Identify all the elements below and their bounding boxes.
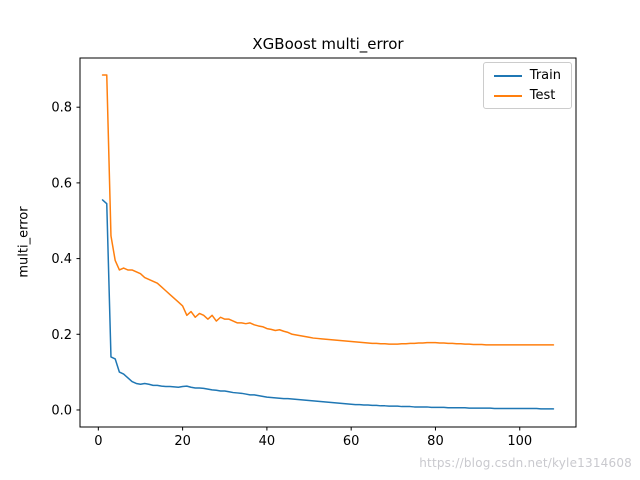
svg-text:0.8: 0.8 bbox=[51, 101, 72, 116]
svg-text:80: 80 bbox=[427, 434, 444, 449]
train-line-swatch-icon bbox=[493, 74, 522, 77]
legend-item-test: Test bbox=[493, 88, 561, 103]
legend: Train Test bbox=[482, 62, 572, 109]
svg-text:0: 0 bbox=[94, 434, 102, 449]
legend-item-train: Train bbox=[493, 68, 561, 83]
svg-text:0.4: 0.4 bbox=[51, 252, 72, 267]
chart-title: XGBoost multi_error bbox=[252, 35, 404, 53]
svg-text:20: 20 bbox=[174, 434, 191, 449]
svg-text:0.2: 0.2 bbox=[51, 328, 72, 343]
svg-text:60: 60 bbox=[343, 434, 360, 449]
test-line-swatch-icon bbox=[493, 94, 522, 97]
svg-text:40: 40 bbox=[259, 434, 276, 449]
svg-text:0.6: 0.6 bbox=[51, 176, 72, 191]
svg-text:100: 100 bbox=[507, 434, 532, 449]
svg-text:0.0: 0.0 bbox=[51, 403, 72, 418]
legend-label-train: Train bbox=[529, 68, 561, 83]
watermark: https://blog.csdn.net/kyle1314608 bbox=[419, 456, 632, 470]
legend-label-test: Test bbox=[529, 88, 556, 103]
